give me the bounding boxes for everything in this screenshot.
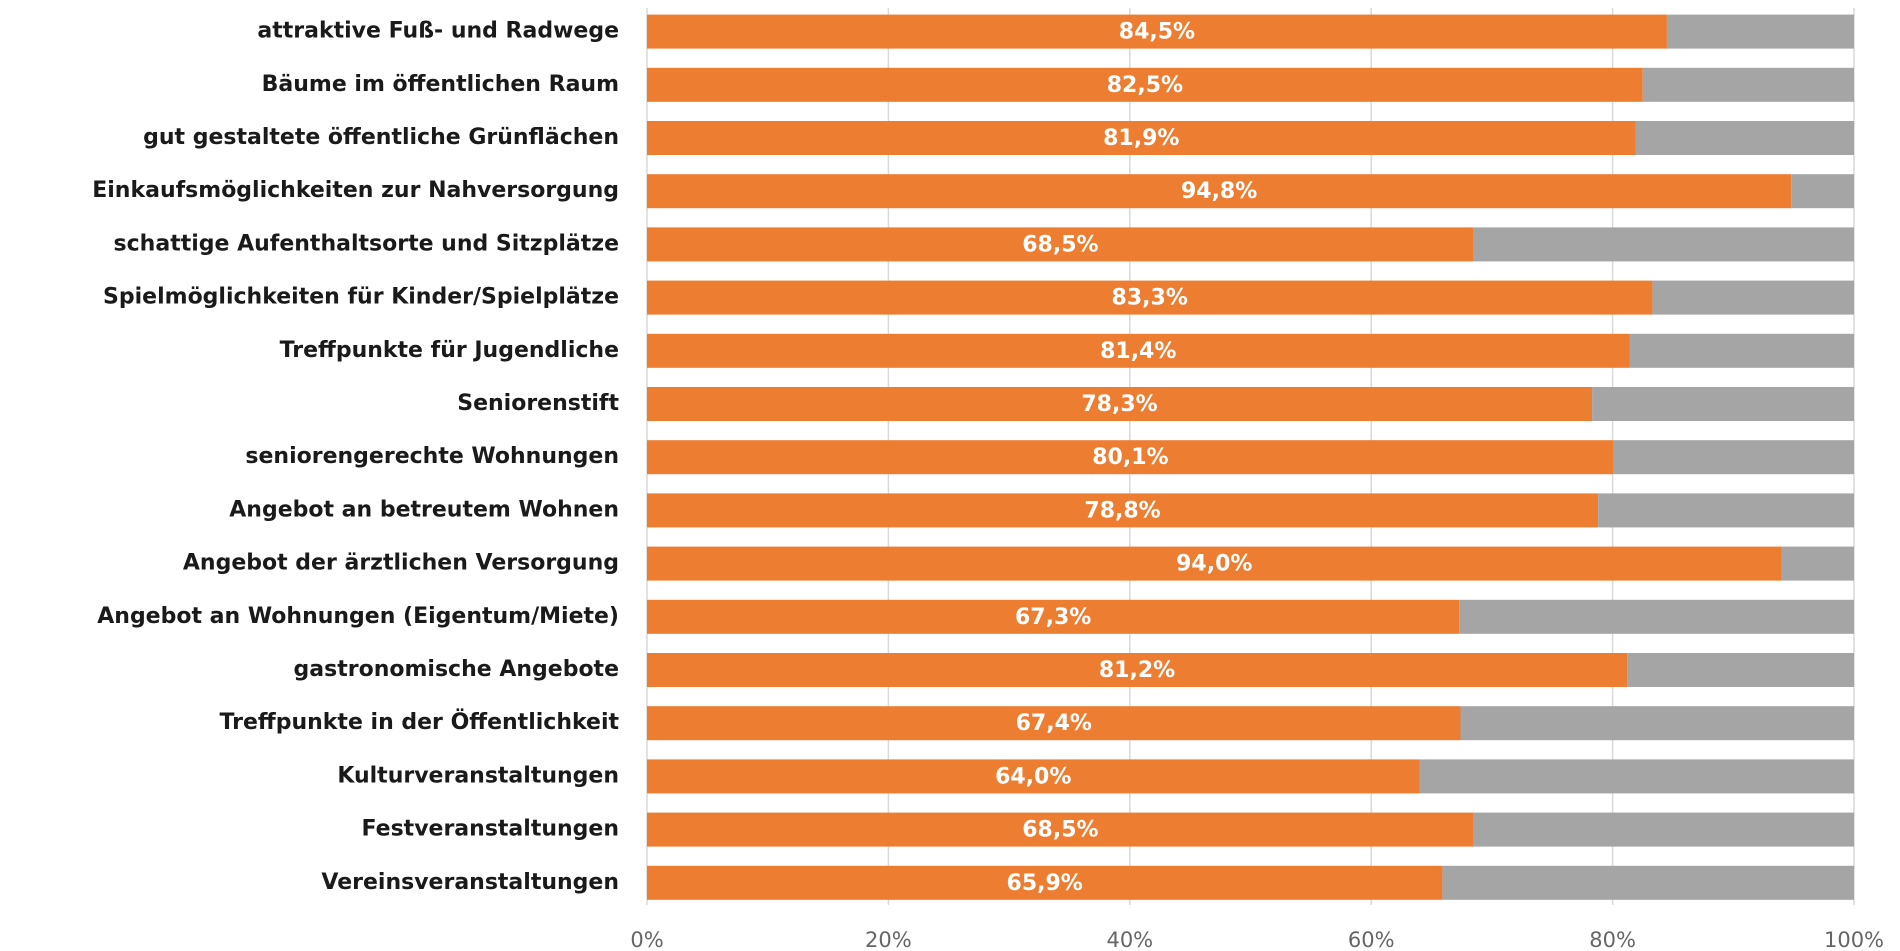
x-tick-label: 0% <box>630 928 663 951</box>
y-tick-label: gastronomische Angebote <box>294 657 619 682</box>
value-label: 68,5% <box>1022 818 1098 843</box>
value-label: 78,8% <box>1084 498 1160 523</box>
bar-segment <box>1473 227 1854 262</box>
value-label: 64,0% <box>995 764 1071 789</box>
value-label: 80,1% <box>1092 445 1168 470</box>
bar-segment <box>1613 440 1854 475</box>
bar-segment <box>1666 14 1854 49</box>
bar-segment <box>1442 865 1854 900</box>
bar-segment <box>1419 759 1854 794</box>
y-tick-label: Treffpunkte für Jugendliche <box>280 338 619 363</box>
y-tick-label: Einkaufsmöglichkeiten zur Nahversorgung <box>92 178 619 203</box>
bar-segment <box>647 333 1630 368</box>
y-tick-label: schattige Aufenthaltsorte und Sitzplätze <box>114 231 619 256</box>
bar-segment <box>647 227 1474 262</box>
y-tick-label: gut gestaltete öffentliche Grünflächen <box>143 125 619 150</box>
y-tick-label: Treffpunkte in der Öffentlichkeit <box>220 709 620 735</box>
bar-segment <box>647 14 1667 49</box>
y-tick-label: Bäume im öffentlichen Raum <box>262 72 619 97</box>
bar-segment <box>1459 599 1854 634</box>
y-tick-label: seniorengerechte Wohnungen <box>245 444 619 469</box>
bar-segment <box>1791 174 1854 209</box>
value-label: 82,5% <box>1107 73 1183 98</box>
bar-segment <box>1635 121 1854 155</box>
value-label: 81,4% <box>1100 339 1176 364</box>
bar-segment <box>1781 546 1854 581</box>
bar-segment <box>1629 333 1854 368</box>
value-label: 81,2% <box>1099 658 1175 683</box>
value-label: 94,0% <box>1176 552 1252 577</box>
value-label: 65,9% <box>1007 871 1083 896</box>
bar-segment <box>1642 67 1854 102</box>
bar-segment <box>647 493 1599 528</box>
bar-segment <box>1652 280 1854 315</box>
value-label: 84,5% <box>1119 20 1195 45</box>
x-tick-label: 80% <box>1589 928 1636 951</box>
y-tick-label: Angebot der ärztlichen Versorgung <box>183 551 619 576</box>
value-label: 81,9% <box>1103 126 1179 151</box>
value-label: 78,3% <box>1081 392 1157 417</box>
x-tick-label: 100% <box>1824 928 1884 951</box>
bar-segment <box>647 440 1614 475</box>
value-label: 67,4% <box>1016 711 1092 736</box>
bar-segment <box>647 599 1460 634</box>
bar-segment <box>647 653 1628 687</box>
y-tick-label: Spielmöglichkeiten für Kinder/Spielplätz… <box>103 285 619 310</box>
bar-segment <box>1592 387 1854 421</box>
bar-segment <box>1627 653 1854 687</box>
y-tick-label: Vereinsveranstaltungen <box>321 870 619 895</box>
x-tick-label: 20% <box>865 928 912 951</box>
bar-segment <box>1598 493 1854 528</box>
value-label: 94,8% <box>1181 179 1257 204</box>
bar-segment <box>647 387 1593 421</box>
bar-segment <box>647 174 1792 209</box>
x-tick-label: 40% <box>1106 928 1153 951</box>
bar-segment <box>647 546 1782 581</box>
bar-segment <box>647 812 1474 847</box>
y-tick-label: attraktive Fuß- und Radwege <box>257 19 619 44</box>
bar-segment <box>647 759 1420 794</box>
value-label: 67,3% <box>1015 605 1091 630</box>
value-label: 68,5% <box>1022 232 1098 257</box>
bar-segment <box>1473 812 1854 847</box>
y-tick-label: Kulturveranstaltungen <box>337 763 619 788</box>
bar-segment <box>647 67 1643 102</box>
x-tick-label: 60% <box>1348 928 1395 951</box>
bar-segment <box>647 121 1636 155</box>
y-tick-label: Angebot an Wohnungen (Eigentum/Miete) <box>97 604 619 629</box>
bar-segment <box>647 706 1461 741</box>
y-tick-label: Festveranstaltungen <box>362 817 619 842</box>
y-tick-label: Angebot an betreutem Wohnen <box>229 497 619 522</box>
value-label: 83,3% <box>1112 286 1188 311</box>
bar-segment <box>647 280 1653 315</box>
bar-segment <box>1460 706 1854 741</box>
bar-segment <box>647 865 1443 900</box>
y-tick-label: Seniorenstift <box>457 391 619 416</box>
